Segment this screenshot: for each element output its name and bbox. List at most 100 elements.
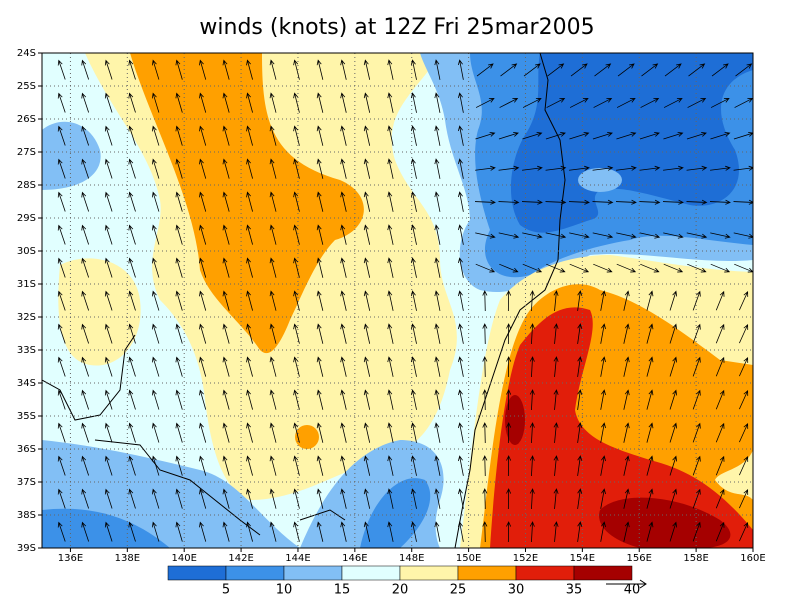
wind-arrow <box>340 323 347 344</box>
wind-arrow <box>269 59 277 80</box>
wind-arrow <box>387 488 394 509</box>
wind-arrow <box>529 323 535 345</box>
wind-arrow <box>316 158 324 179</box>
wind-arrow <box>457 191 464 212</box>
wind-arrow <box>498 165 520 171</box>
colorbar-swatch <box>399 565 459 581</box>
wind-arrow <box>600 455 606 476</box>
wind-arrow <box>482 290 488 312</box>
wind-arrow <box>222 158 230 179</box>
wind-arrow <box>529 521 535 543</box>
wind-arrow <box>639 232 661 239</box>
wind-arrow <box>57 191 66 212</box>
wind-arrow <box>434 422 441 443</box>
colorbar-swatch <box>167 565 227 581</box>
wind-arrow <box>577 521 583 542</box>
wind-arrow <box>457 422 464 443</box>
wind-arrow <box>686 131 707 140</box>
wind-arrow <box>715 521 725 542</box>
wind-arrow <box>293 521 300 542</box>
wind-arrow <box>104 488 113 509</box>
wind-arrow <box>457 455 464 476</box>
y-tick-label: 34S <box>17 378 36 389</box>
wind-arrow <box>128 191 136 212</box>
wind-arrow <box>387 290 394 311</box>
reference-vector <box>606 579 647 589</box>
wind-arrow <box>669 290 678 311</box>
wind-arrow <box>363 257 371 278</box>
wind-arrow <box>81 257 90 278</box>
wind-arrow <box>577 356 583 377</box>
wind-arrow <box>410 488 417 509</box>
wind-arrow <box>175 521 183 542</box>
wind-arrow <box>663 232 684 239</box>
wind-arrow <box>434 92 441 113</box>
wind-arrow <box>222 290 230 311</box>
wind-arrow <box>457 323 464 344</box>
axes: 136E 138E 140E 142E 144E 146E 148E 150E 152E 154E… <box>17 48 766 564</box>
wind-arrow <box>175 257 183 278</box>
wind-arrow <box>222 59 230 80</box>
wind-arrow <box>222 92 230 113</box>
wind-arrow <box>498 232 520 239</box>
x-tick-label: 152E <box>513 553 538 564</box>
wind-arrow <box>175 455 183 476</box>
wind-arrow <box>57 521 66 542</box>
wind-arrow <box>293 191 300 212</box>
wind-arrow <box>151 191 160 212</box>
wind-arrow <box>646 290 654 311</box>
wind-arrow <box>692 422 701 443</box>
wind-arrow <box>246 422 253 443</box>
wind-arrow <box>616 165 637 171</box>
wind-arrow <box>269 422 277 443</box>
wind-arrow <box>600 488 606 509</box>
wind-arrow <box>569 131 590 140</box>
wind-arrow <box>81 224 90 245</box>
wind-arrow <box>482 488 488 510</box>
wind-arrow <box>363 125 371 146</box>
colorbar-label: 15 <box>334 583 351 598</box>
wind-arrow <box>475 165 496 171</box>
wind-arrow <box>222 389 230 410</box>
wind-arrow <box>81 59 90 80</box>
wind-arrow <box>57 389 66 410</box>
wind-arrow <box>506 488 512 510</box>
wind-arrow <box>222 521 230 542</box>
wind-arrow <box>199 158 207 179</box>
wind-arrow <box>498 199 520 205</box>
wind-arrow <box>387 257 394 278</box>
wind-arrow <box>340 389 347 410</box>
contour-region <box>58 258 141 366</box>
wind-arrow <box>293 125 300 146</box>
wind-arrow <box>457 521 464 542</box>
wind-arrow <box>570 63 588 77</box>
wind-arrow <box>81 488 90 509</box>
wind-arrow <box>246 290 253 311</box>
wind-arrow <box>222 455 230 476</box>
wind-arrow <box>246 158 253 179</box>
colorbar-swatch <box>283 565 343 581</box>
wind-arrow <box>577 455 583 476</box>
wind-arrow <box>316 191 324 212</box>
x-tick-label: 156E <box>627 553 652 564</box>
wind-arrow <box>57 257 66 278</box>
wind-arrow <box>687 98 707 108</box>
wind-arrow <box>498 131 519 140</box>
wind-arrow <box>475 232 496 239</box>
wind-arrow <box>522 263 543 273</box>
y-tick-label: 30S <box>17 246 36 257</box>
y-tick-label: 39S <box>17 543 36 554</box>
wind-arrow <box>434 59 441 80</box>
wind-arrow <box>293 158 300 179</box>
wind-arrow <box>340 125 347 146</box>
wind-arrow <box>733 232 753 239</box>
colorbar-label: 25 <box>450 583 467 598</box>
wind-arrow <box>363 455 371 476</box>
wind-arrow <box>669 389 678 410</box>
contour-region <box>510 53 753 233</box>
contour-region <box>130 53 364 354</box>
wind-arrow <box>553 356 559 377</box>
wind-arrow <box>739 423 749 443</box>
wind-arrow <box>710 165 731 171</box>
